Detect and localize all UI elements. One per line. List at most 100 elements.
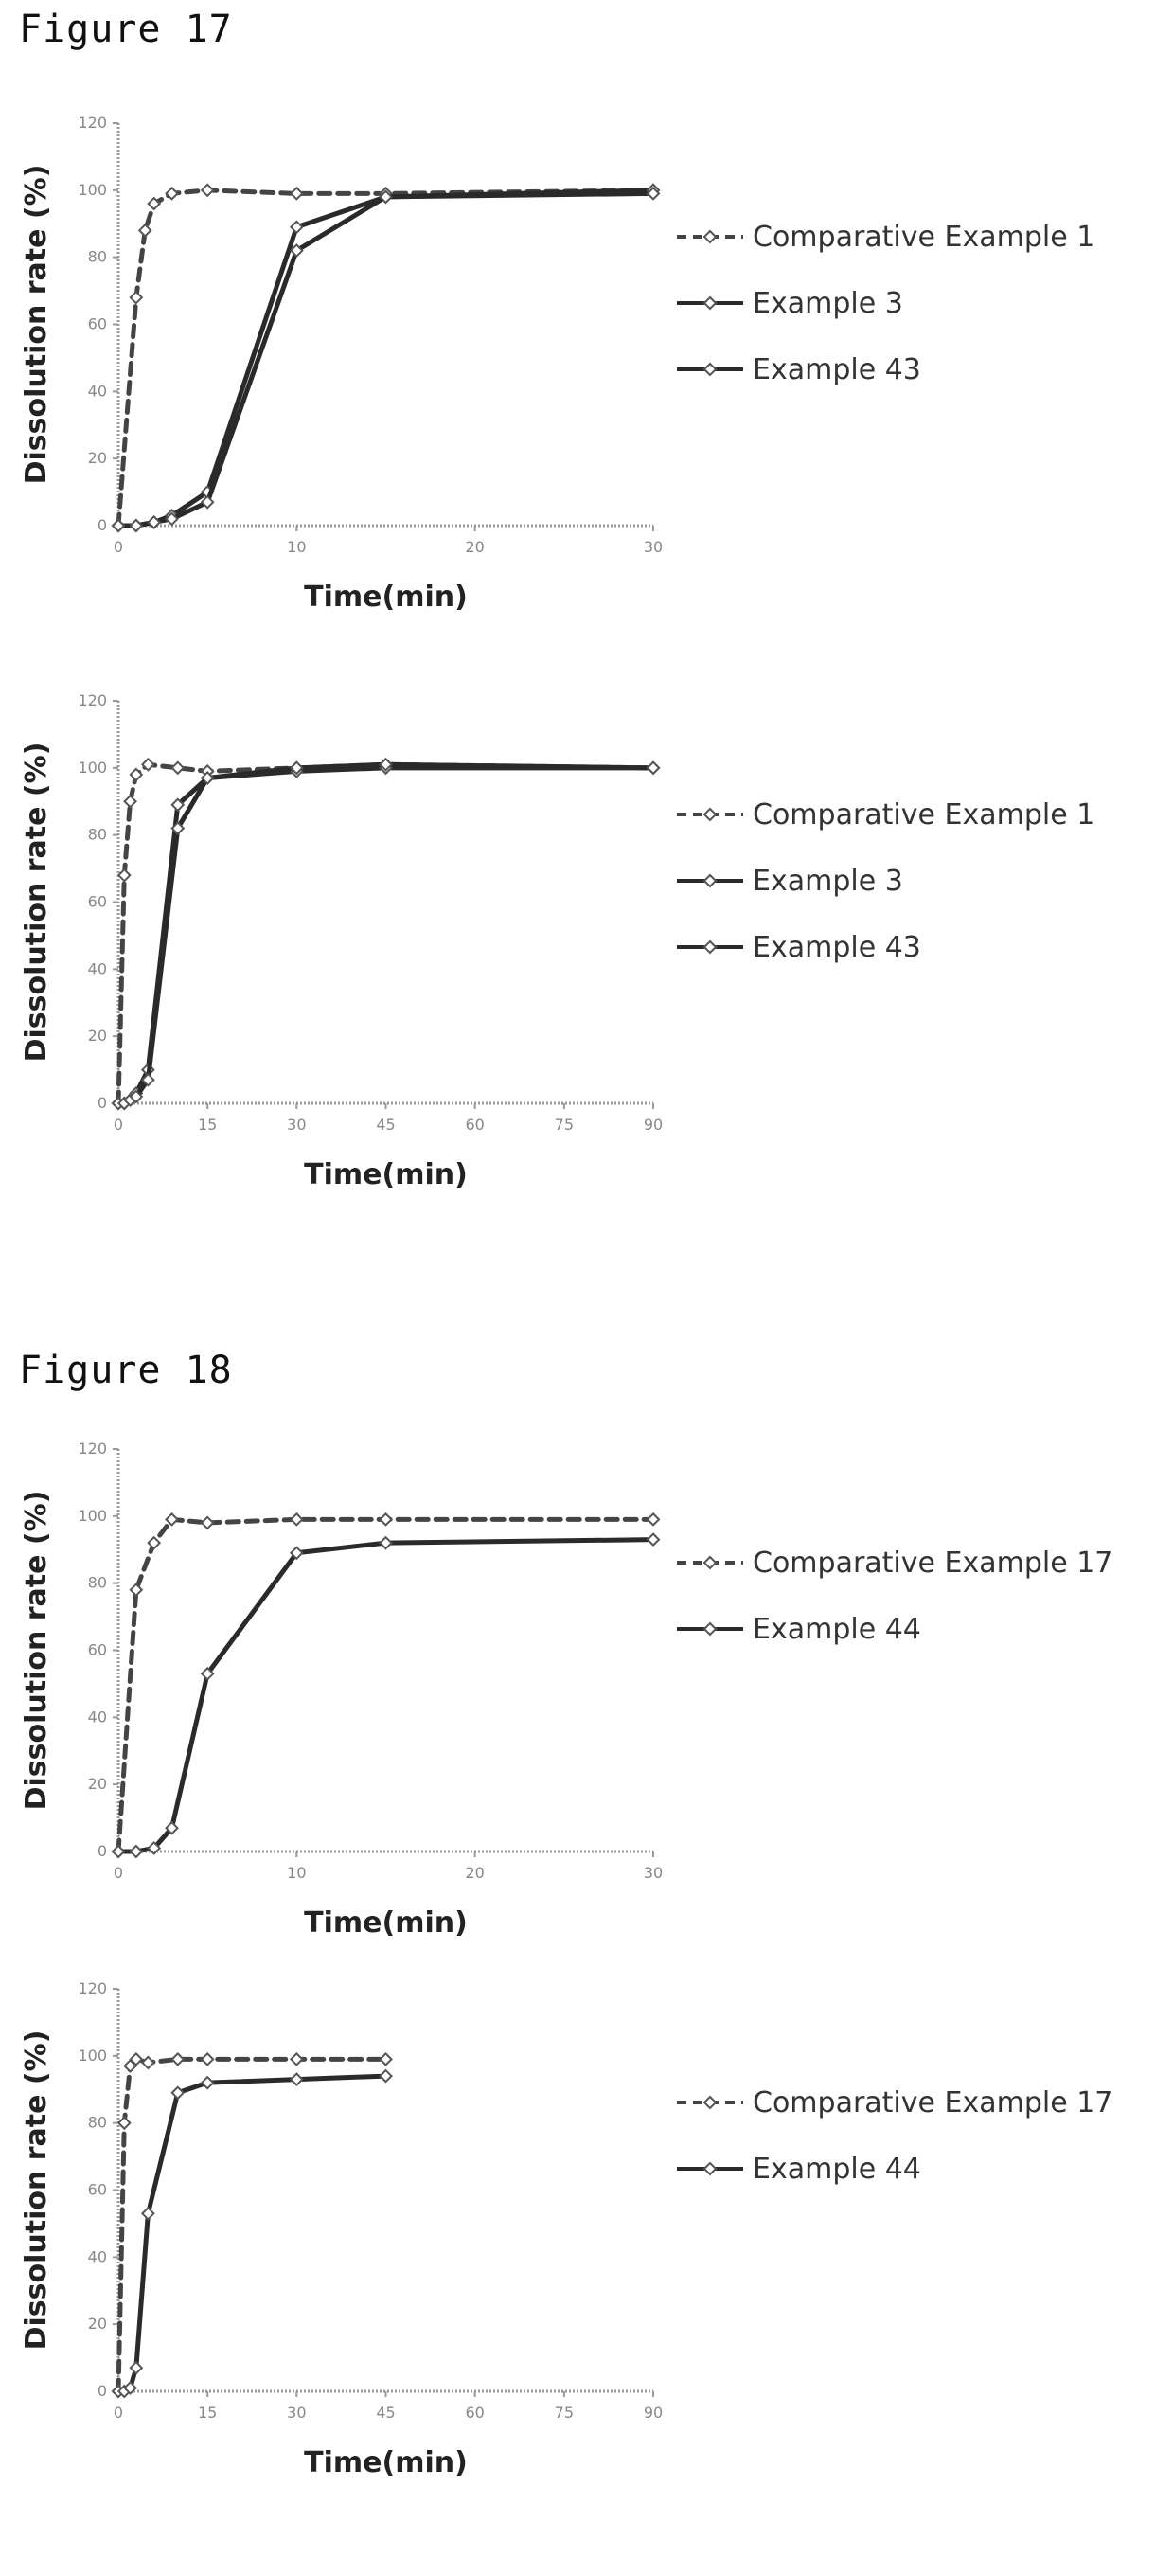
- y-tick-label: 60: [88, 893, 107, 911]
- y-tick-label: 80: [88, 1574, 107, 1592]
- series-line-2: [116, 188, 656, 528]
- data-point: [289, 760, 304, 776]
- y-tick-label: 20: [88, 1775, 107, 1793]
- data-point: [140, 757, 155, 772]
- x-tick-label: 20: [465, 1864, 484, 1882]
- data-point: [165, 1820, 179, 1835]
- data-point: [111, 518, 126, 533]
- y-tick-label: 80: [88, 248, 107, 266]
- data-point: [165, 186, 179, 201]
- data-point: [137, 223, 152, 238]
- data-point: [147, 515, 162, 529]
- y-tick-label: 100: [78, 1507, 107, 1525]
- data-point: [129, 2360, 144, 2375]
- figure-17-title: Figure 17: [19, 8, 233, 51]
- data-point: [123, 2381, 137, 2395]
- x-tick-label: 15: [198, 1116, 217, 1134]
- data-point: [147, 1535, 162, 1550]
- chart-svg: 0 20 40 60 80 100 120 0 15 30 45 60 75 90 Time(min) Dis…: [20, 1979, 1112, 2479]
- x-tick-label: 0: [114, 1864, 123, 1882]
- data-point: [140, 2206, 155, 2221]
- data-point: [165, 511, 179, 527]
- data-point: [123, 794, 137, 809]
- y-tick-label: 120: [78, 1440, 107, 1458]
- y-tick-label: 40: [88, 382, 107, 400]
- data-point: [116, 868, 132, 883]
- y-tick-label: 20: [88, 2315, 107, 2333]
- x-tick-label: 90: [644, 2404, 663, 2422]
- x-axis-title: Time(min): [304, 1158, 468, 1191]
- legend-marker: [702, 939, 718, 955]
- y-tick-label: 40: [88, 1708, 107, 1726]
- y-tick-label: 100: [78, 2047, 107, 2065]
- x-tick-label: 90: [644, 1116, 663, 1134]
- y-tick-label: 60: [88, 2181, 107, 2199]
- data-point: [379, 2068, 393, 2084]
- y-axis-title: Dissolution rate (%): [20, 1491, 53, 1811]
- x-tick-label: 15: [198, 2404, 217, 2422]
- legend-marker: [702, 2161, 718, 2176]
- legend-marker: [702, 295, 718, 311]
- data-point: [200, 771, 215, 785]
- x-tick-label: 75: [555, 1116, 574, 1134]
- legend-marker: [702, 873, 718, 888]
- legend-marker: [702, 229, 718, 244]
- x-tick-label: 45: [376, 2404, 395, 2422]
- legend-label: Example 44: [753, 2153, 921, 2186]
- legend-marker: [702, 1621, 718, 1637]
- x-tick-label: 30: [287, 2404, 306, 2422]
- y-tick-label: 120: [78, 1979, 107, 1997]
- chart-figure-18-a: 0 20 40 60 80 100 120 0 10 20 30 Time(min) Dissoluti…: [0, 1430, 1173, 2036]
- data-point: [379, 1512, 393, 1527]
- series-line-1: [116, 2056, 388, 2394]
- x-axis-title: Time(min): [304, 2446, 468, 2479]
- x-tick-label: 60: [465, 1116, 484, 1134]
- series-line-1: [116, 1516, 656, 1854]
- data-point: [646, 1512, 661, 1527]
- data-point: [129, 1844, 144, 1859]
- x-tick-label: 0: [114, 1116, 123, 1134]
- data-point: [379, 1535, 393, 1550]
- chart-figure-17-a: 0 20 40 60 80 100 120 0 10 20 30 Time(min) Dissoluti…: [0, 104, 1173, 710]
- data-point: [200, 183, 215, 198]
- data-point: [289, 2072, 304, 2087]
- series-line-2: [116, 1537, 656, 1854]
- y-tick-label: 60: [88, 1641, 107, 1659]
- series-line-1: [116, 761, 656, 1106]
- y-axis-title: Dissolution rate (%): [20, 2030, 53, 2351]
- data-point: [170, 821, 186, 835]
- data-point: [129, 1089, 144, 1104]
- y-tick-label: 80: [88, 826, 107, 844]
- data-point: [129, 2051, 144, 2066]
- series-line-2: [116, 2073, 388, 2394]
- y-tick-label: 120: [78, 691, 107, 709]
- legend-marker: [702, 807, 718, 822]
- x-axis-title: Time(min): [304, 581, 468, 614]
- data-point: [646, 186, 661, 201]
- data-point: [200, 2051, 215, 2066]
- data-point: [379, 189, 393, 205]
- data-point: [289, 1546, 304, 1561]
- data-point: [111, 1844, 126, 1859]
- legend-marker: [702, 362, 718, 377]
- legend-label: Comparative Example 17: [753, 2086, 1112, 2120]
- data-point: [147, 196, 162, 211]
- legend-label: Example 3: [753, 865, 903, 898]
- y-tick-label: 40: [88, 959, 107, 977]
- y-tick-label: 80: [88, 2114, 107, 2132]
- data-point: [170, 2085, 186, 2101]
- data-point: [170, 760, 186, 776]
- y-tick-label: 0: [98, 516, 107, 534]
- series-line-1: [116, 188, 656, 528]
- y-tick-label: 120: [78, 114, 107, 132]
- legend-label: Example 3: [753, 287, 903, 320]
- legend-marker: [702, 1555, 718, 1570]
- legend-label: Comparative Example 17: [753, 1547, 1112, 1580]
- data-point: [129, 767, 144, 782]
- y-tick-label: 100: [78, 181, 107, 199]
- y-tick-label: 100: [78, 759, 107, 777]
- legend-marker: [702, 2095, 718, 2110]
- legend-label: Example 43: [753, 353, 921, 386]
- series-line-3: [116, 761, 656, 1106]
- y-tick-label: 40: [88, 2247, 107, 2265]
